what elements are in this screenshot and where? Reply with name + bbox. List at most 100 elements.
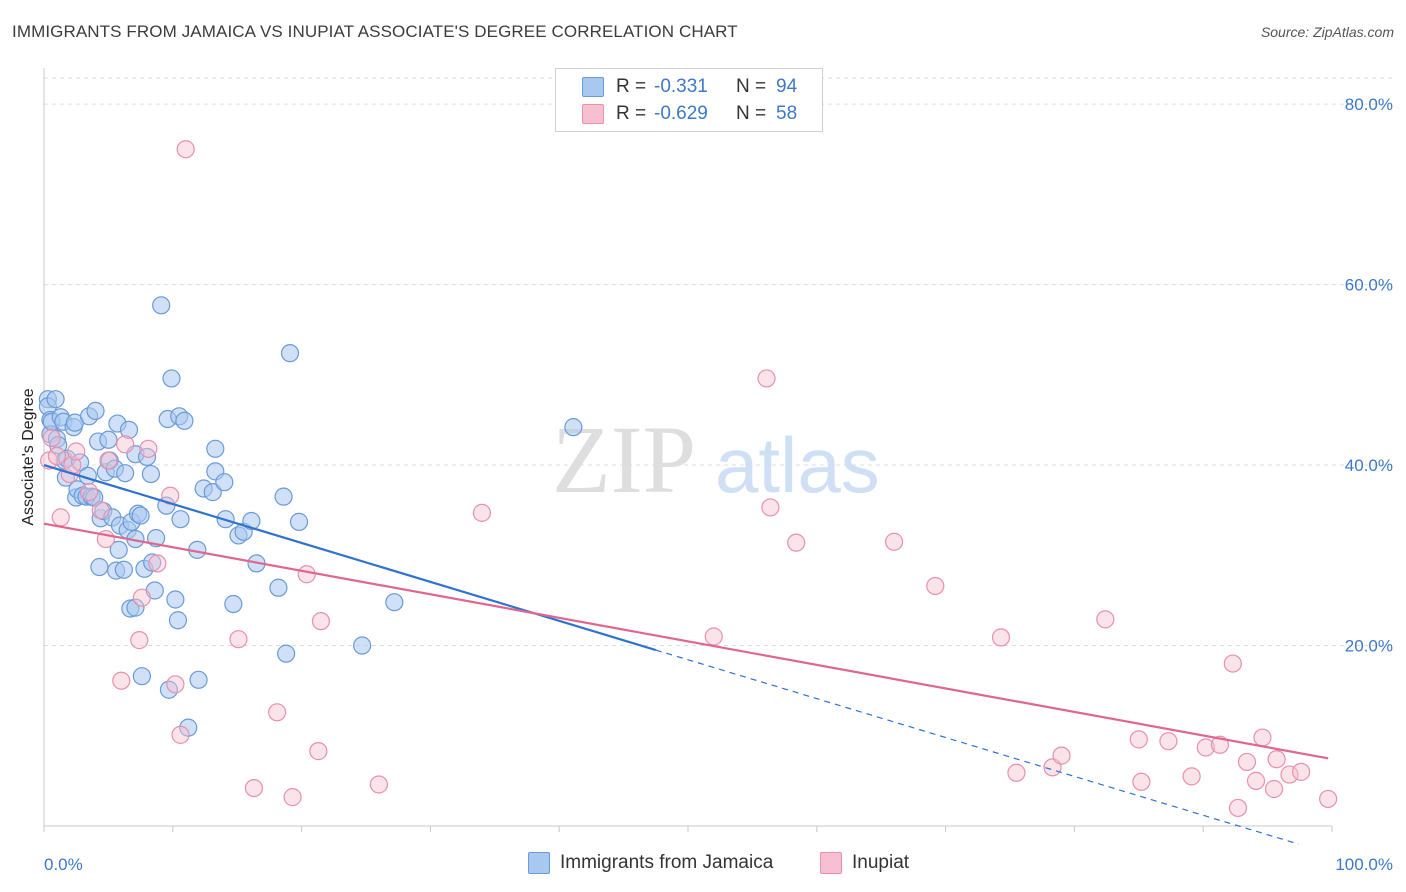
jamaica-point [126,598,145,617]
jamaica-point [141,464,161,484]
y-tick-label: 80.0% [1345,95,1393,114]
inupiat-point [1264,779,1284,799]
jamaica-trend-extension [655,649,1299,845]
jamaica-point [166,590,185,609]
legend-n-label: N = [736,103,767,124]
legend-row-jamaica: R = -0.331 N = 94 [582,75,797,99]
inupiat-point [1129,730,1148,749]
inupiat-trend-line [43,522,1329,760]
axis-layer [43,68,1332,827]
inupiat-point [244,778,264,798]
inupiat-point [112,671,131,690]
x-tick-label: 0.0% [44,855,83,874]
legend-item-jamaica[interactable]: Immigrants from Jamaica [528,852,773,874]
inupiat-point [1223,654,1242,673]
jamaica-point [132,667,151,686]
jamaica-point [189,670,208,689]
jamaica-point [162,369,181,388]
inupiat-point [761,498,780,517]
inupiat-point [99,451,118,470]
inupiat-point [132,588,151,607]
jamaica-point [152,296,171,315]
inupiat-point [472,503,492,522]
jamaica-point [143,553,162,572]
series-legend: Immigrants from Jamaica Inupiat [0,852,1406,876]
inupiat-point [79,483,99,502]
grid-layer [43,77,1392,832]
jamaica-trend-line [43,463,657,652]
jamaica-point [86,401,105,421]
inupiat-point [1007,763,1026,782]
series-inupiat-points [40,140,1338,818]
y-axis-label: Associate's Degree [20,388,37,525]
inupiat-point [171,725,190,744]
legend-label-inupiat: Inupiat [852,852,910,873]
inupiat-point [229,630,248,649]
watermark-atlas: atlas [715,421,880,509]
legend-n-value: 94 [776,76,798,97]
legend-r-value: -0.331 [654,76,708,97]
jamaica-point [114,560,133,579]
jamaica-point [385,593,404,612]
jamaica-point [175,411,194,430]
jamaica-point [179,718,198,737]
inupiat-point [369,775,388,794]
inupiat-point [787,533,806,552]
inupiat-point [297,565,316,584]
inupiat-point [51,508,70,527]
inupiat-point [311,612,331,631]
jamaica-point [280,344,300,363]
inupiat-point [1246,771,1266,790]
jamaica-point [242,511,261,531]
jamaica-point [203,483,222,502]
jamaica-point [131,506,150,525]
jamaica-point [274,487,293,506]
inupiat-point [47,446,66,466]
trend-lines [43,463,1329,845]
legend-n-value: 58 [776,103,798,124]
jamaica-point [119,420,139,439]
legend-swatch-jamaica [528,852,550,874]
inupiat-point [166,675,185,694]
inupiat-point [283,788,302,807]
legend-swatch-inupiat [582,104,604,124]
inupiat-point [704,627,723,646]
inupiat-point [116,435,135,454]
legend-row-inupiat: R = -0.629 N = 58 [582,102,797,126]
jamaica-point [564,418,583,437]
x-tick-labels: 0.0% 100.0% [44,855,1393,874]
jamaica-point [269,578,288,597]
inupiat-point [991,628,1011,647]
inupiat-point [139,439,158,458]
inupiat-point [176,140,195,159]
inupiat-point [1291,762,1311,781]
legend-r-value: -0.629 [654,103,708,124]
jamaica-point [168,611,188,630]
inupiat-point [1196,738,1215,757]
stats-legend: R = -0.331 N = 94 R = -0.629 N = 58 [555,68,823,132]
inupiat-point [1210,735,1230,754]
inupiat-point [884,532,904,551]
legend-swatch-inupiat [820,852,842,874]
legend-r-label: R = [616,103,647,124]
y-tick-label: 40.0% [1345,456,1393,475]
x-tick-label: 100.0% [1335,855,1393,874]
legend-label-jamaica: Immigrants from Jamaica [560,852,774,873]
inupiat-point [1237,752,1257,772]
inupiat-point [1052,746,1071,765]
inupiat-point [1096,610,1115,629]
inupiat-point [1132,772,1151,791]
jamaica-point [215,473,234,492]
series-jamaica-points [38,296,583,737]
source-label: Source: ZipAtlas.com [1260,24,1394,40]
jamaica-point [277,644,296,663]
jamaica-point [46,390,65,409]
inupiat-point [1159,732,1178,751]
inupiat-point [42,428,61,448]
inupiat-point [130,631,149,650]
watermark: ZIP atlas [552,406,880,513]
legend-n-label: N = [736,76,767,97]
y-tick-label: 20.0% [1345,637,1393,656]
inupiat-point [757,369,776,388]
legend-item-inupiat[interactable]: Inupiat [820,852,909,874]
